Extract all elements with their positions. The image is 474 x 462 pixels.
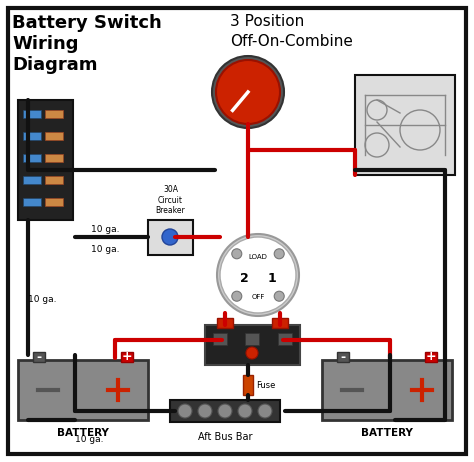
Circle shape [238,404,252,418]
Text: 1: 1 [268,273,276,286]
Circle shape [216,60,280,124]
Text: 3 Position: 3 Position [230,14,304,29]
Text: BATTERY: BATTERY [57,428,109,438]
Circle shape [198,404,212,418]
Bar [278,333,292,345]
Text: Off-On-Combine: Off-On-Combine [230,34,353,49]
Bar [217,318,233,328]
Text: -: - [340,351,346,364]
Bar [272,318,288,328]
Bar [45,132,63,140]
Bar [245,333,259,345]
Circle shape [162,229,178,245]
Bar [23,198,41,206]
Circle shape [246,347,258,359]
Text: OFF: OFF [251,294,264,300]
Circle shape [232,249,242,259]
Bar [23,132,41,140]
Circle shape [212,56,284,128]
Text: 10 ga.: 10 ga. [75,435,103,444]
Circle shape [178,404,192,418]
Text: 10 ga.: 10 ga. [91,225,119,234]
Bar [23,154,41,162]
Circle shape [232,291,242,301]
Text: -: - [36,351,42,364]
Bar [45,176,63,184]
Bar [322,360,452,420]
Bar [355,75,455,175]
Text: 30A
Circuit
Breaker: 30A Circuit Breaker [155,185,185,215]
Circle shape [217,234,299,316]
Text: Aft Bus Bar: Aft Bus Bar [198,432,252,442]
Text: LOAD: LOAD [248,254,267,260]
Bar [45,154,63,162]
Bar [121,352,133,362]
Bar [170,400,280,422]
Text: +: + [122,351,132,364]
Bar [23,110,41,118]
Bar [18,100,73,220]
Text: Fuse: Fuse [256,381,275,389]
Circle shape [274,249,284,259]
Bar [33,352,45,362]
Bar [425,352,437,362]
Circle shape [220,237,296,313]
Bar [23,176,41,184]
Bar [45,110,63,118]
Bar [148,220,193,255]
Text: 10 ga.: 10 ga. [91,245,119,254]
Circle shape [258,404,272,418]
Bar [205,325,300,365]
Text: BATTERY: BATTERY [361,428,413,438]
Text: 2: 2 [240,273,248,286]
Bar [213,333,227,345]
Bar [45,198,63,206]
Text: Battery Switch
Wiring
Diagram: Battery Switch Wiring Diagram [12,14,162,73]
Text: 10 ga.: 10 ga. [28,296,56,304]
Bar [243,375,253,395]
Bar [337,352,349,362]
Text: +: + [426,351,436,364]
Circle shape [274,291,284,301]
Bar [18,360,148,420]
Circle shape [218,404,232,418]
